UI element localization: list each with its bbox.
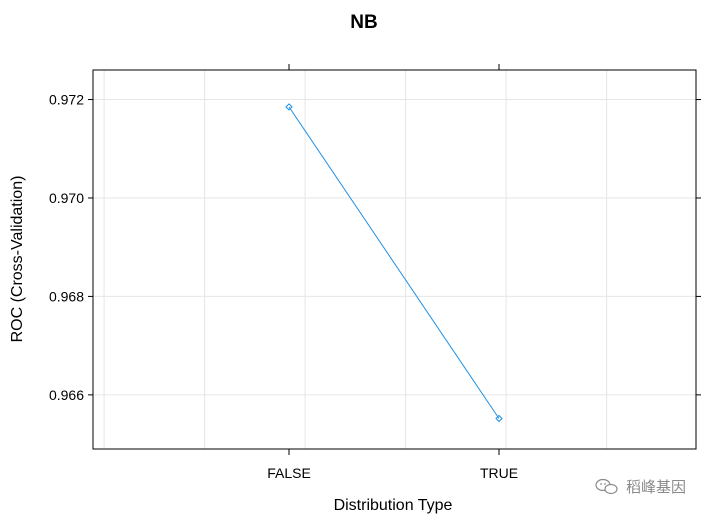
axis-ticks [88, 64, 701, 455]
data-point [495, 414, 503, 423]
series-line [288, 106, 500, 419]
x-tick-label: FALSE [267, 465, 311, 481]
y-tick-label: 0.970 [49, 190, 84, 206]
wechat-icon [595, 478, 618, 495]
data-point [285, 103, 293, 111]
x-tick-label: TRUE [480, 465, 518, 481]
watermark-text: 稻峰基因 [626, 479, 686, 496]
y-tick-label: 0.966 [49, 387, 84, 403]
watermark: 稻峰基因 [595, 478, 686, 496]
series [285, 103, 503, 423]
chart-title: NB [350, 12, 377, 33]
y-tick-label: 0.972 [49, 92, 84, 108]
y-tick-labels: 0.966 0.968 0.970 0.972 [49, 92, 84, 403]
x-tick-labels: FALSE TRUE [267, 465, 518, 481]
y-axis-label: ROC (Cross-Validation) [9, 176, 26, 343]
plot-frame [92, 69, 697, 450]
x-axis-label: Distribution Type [334, 497, 453, 514]
grid [93, 70, 696, 449]
y-tick-label: 0.968 [49, 288, 84, 304]
